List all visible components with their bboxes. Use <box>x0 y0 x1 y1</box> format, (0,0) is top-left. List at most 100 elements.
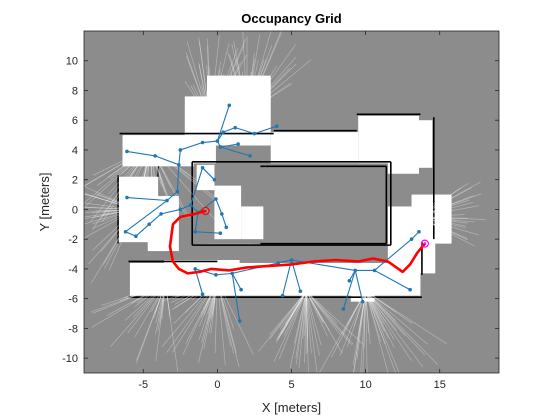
lidar-ray <box>352 291 366 365</box>
y-axis-ticks: -10 -8 -6 -4 -2 0 2 4 6 8 10 <box>62 56 499 365</box>
lidar-ray <box>306 291 341 335</box>
lidar-ray <box>246 80 263 113</box>
lidar-ray <box>305 291 320 356</box>
lidar-ray <box>246 72 253 113</box>
lidar-ray <box>236 58 248 113</box>
lidar-ray <box>305 291 312 354</box>
lidar-ray <box>289 291 307 369</box>
lidar-ray <box>209 43 230 121</box>
lidar-ray <box>84 193 136 210</box>
lidar-ray <box>171 280 218 300</box>
lidar-ray <box>200 280 218 318</box>
lidar-ray <box>150 146 155 217</box>
unknown-interior-block <box>263 167 385 201</box>
lidar-ray <box>190 85 211 121</box>
pose-graph-edge <box>194 212 199 232</box>
lidar-ray <box>84 206 136 210</box>
pose-graph-node <box>224 225 229 230</box>
lidar-ray <box>365 291 386 345</box>
pose-graph-edge <box>282 259 293 296</box>
lidar-ray <box>279 291 307 330</box>
lidar-ray <box>294 291 307 344</box>
pose-graph-node <box>220 212 224 216</box>
lidar-ray <box>246 56 297 114</box>
pose-graph-node <box>347 279 352 283</box>
lidar-ray <box>242 31 248 113</box>
lidar-ray <box>100 209 137 253</box>
lidar-ray <box>207 46 211 121</box>
lidar-ray <box>209 45 245 121</box>
pose-graph <box>123 103 421 323</box>
lidar-ray <box>90 209 137 284</box>
pose-graph-node <box>230 271 235 276</box>
lidar-ray <box>214 280 218 354</box>
lidar-ray <box>101 146 151 223</box>
lidar-ray <box>124 283 166 321</box>
lidar-ray <box>84 192 136 210</box>
lidar-ray <box>217 280 226 366</box>
lidar-ray <box>273 291 307 362</box>
lidar-ray <box>88 209 137 265</box>
lidar-ray <box>246 71 252 113</box>
lidar-ray <box>107 146 151 178</box>
pose-graph-edge <box>160 208 181 215</box>
lidar-ray <box>91 209 136 214</box>
pose-graph-node <box>409 237 414 241</box>
pose-graph-node <box>372 268 377 273</box>
pose-graph-node <box>193 267 197 271</box>
lidar-ray <box>306 291 330 332</box>
lidar-ray <box>199 41 211 121</box>
free-space-region <box>411 194 452 244</box>
lidar-ray <box>93 146 151 176</box>
lidar-ray <box>209 73 225 121</box>
pose-graph-node <box>218 231 223 236</box>
lidar-ray <box>150 146 224 208</box>
pose-graph-edge <box>195 231 221 234</box>
lidar-ray <box>302 291 307 339</box>
pose-graph-node <box>274 124 279 128</box>
lidar-ray <box>170 280 218 304</box>
lidar-ray <box>305 291 322 346</box>
lidar-ray <box>150 146 166 193</box>
lidar-ray <box>246 44 296 113</box>
lidar-ray <box>229 54 248 113</box>
lidar-ray <box>306 291 328 337</box>
lidar-ray <box>417 187 461 218</box>
lidar-ray <box>365 291 385 332</box>
x-axis-label: X [meters] <box>262 400 321 415</box>
pose-graph-edge <box>220 143 239 148</box>
lidar-ray <box>246 82 291 114</box>
lidar-ray <box>136 283 166 361</box>
lidar-ray <box>417 205 451 218</box>
lidar-ray <box>209 73 222 121</box>
lidar-ray <box>258 290 307 352</box>
pose-graph-node <box>298 289 303 294</box>
lidar-ray <box>417 216 451 225</box>
lidar-ray <box>211 280 218 318</box>
lidar-ray <box>295 291 307 365</box>
lidar-ray <box>129 146 152 238</box>
pose-graph-edge <box>202 140 218 144</box>
lidar-ray <box>155 283 166 361</box>
lidar-ray <box>305 291 309 353</box>
lidar-ray <box>227 52 248 113</box>
planned-path-line <box>168 209 427 275</box>
pose-graph-node <box>248 154 252 158</box>
lidar-ray <box>85 209 136 213</box>
lidar-ray <box>132 283 166 318</box>
lidar-ray <box>95 209 136 212</box>
lidar-ray <box>130 283 166 304</box>
lidar-ray <box>161 280 218 347</box>
lidar-ray <box>108 146 151 195</box>
lidar-ray <box>92 209 137 251</box>
lidar-ray <box>150 146 199 182</box>
lidar-ray <box>134 146 152 216</box>
lidar-ray <box>217 280 234 354</box>
pose-graph-edge <box>278 259 292 264</box>
lidar-ray <box>84 146 151 204</box>
lidar-ray <box>417 216 475 223</box>
lidar-ray <box>246 85 266 113</box>
lidar-ray <box>150 146 163 188</box>
y-axis-label: Y [meters] <box>37 172 52 231</box>
lidar-ray <box>116 209 137 237</box>
